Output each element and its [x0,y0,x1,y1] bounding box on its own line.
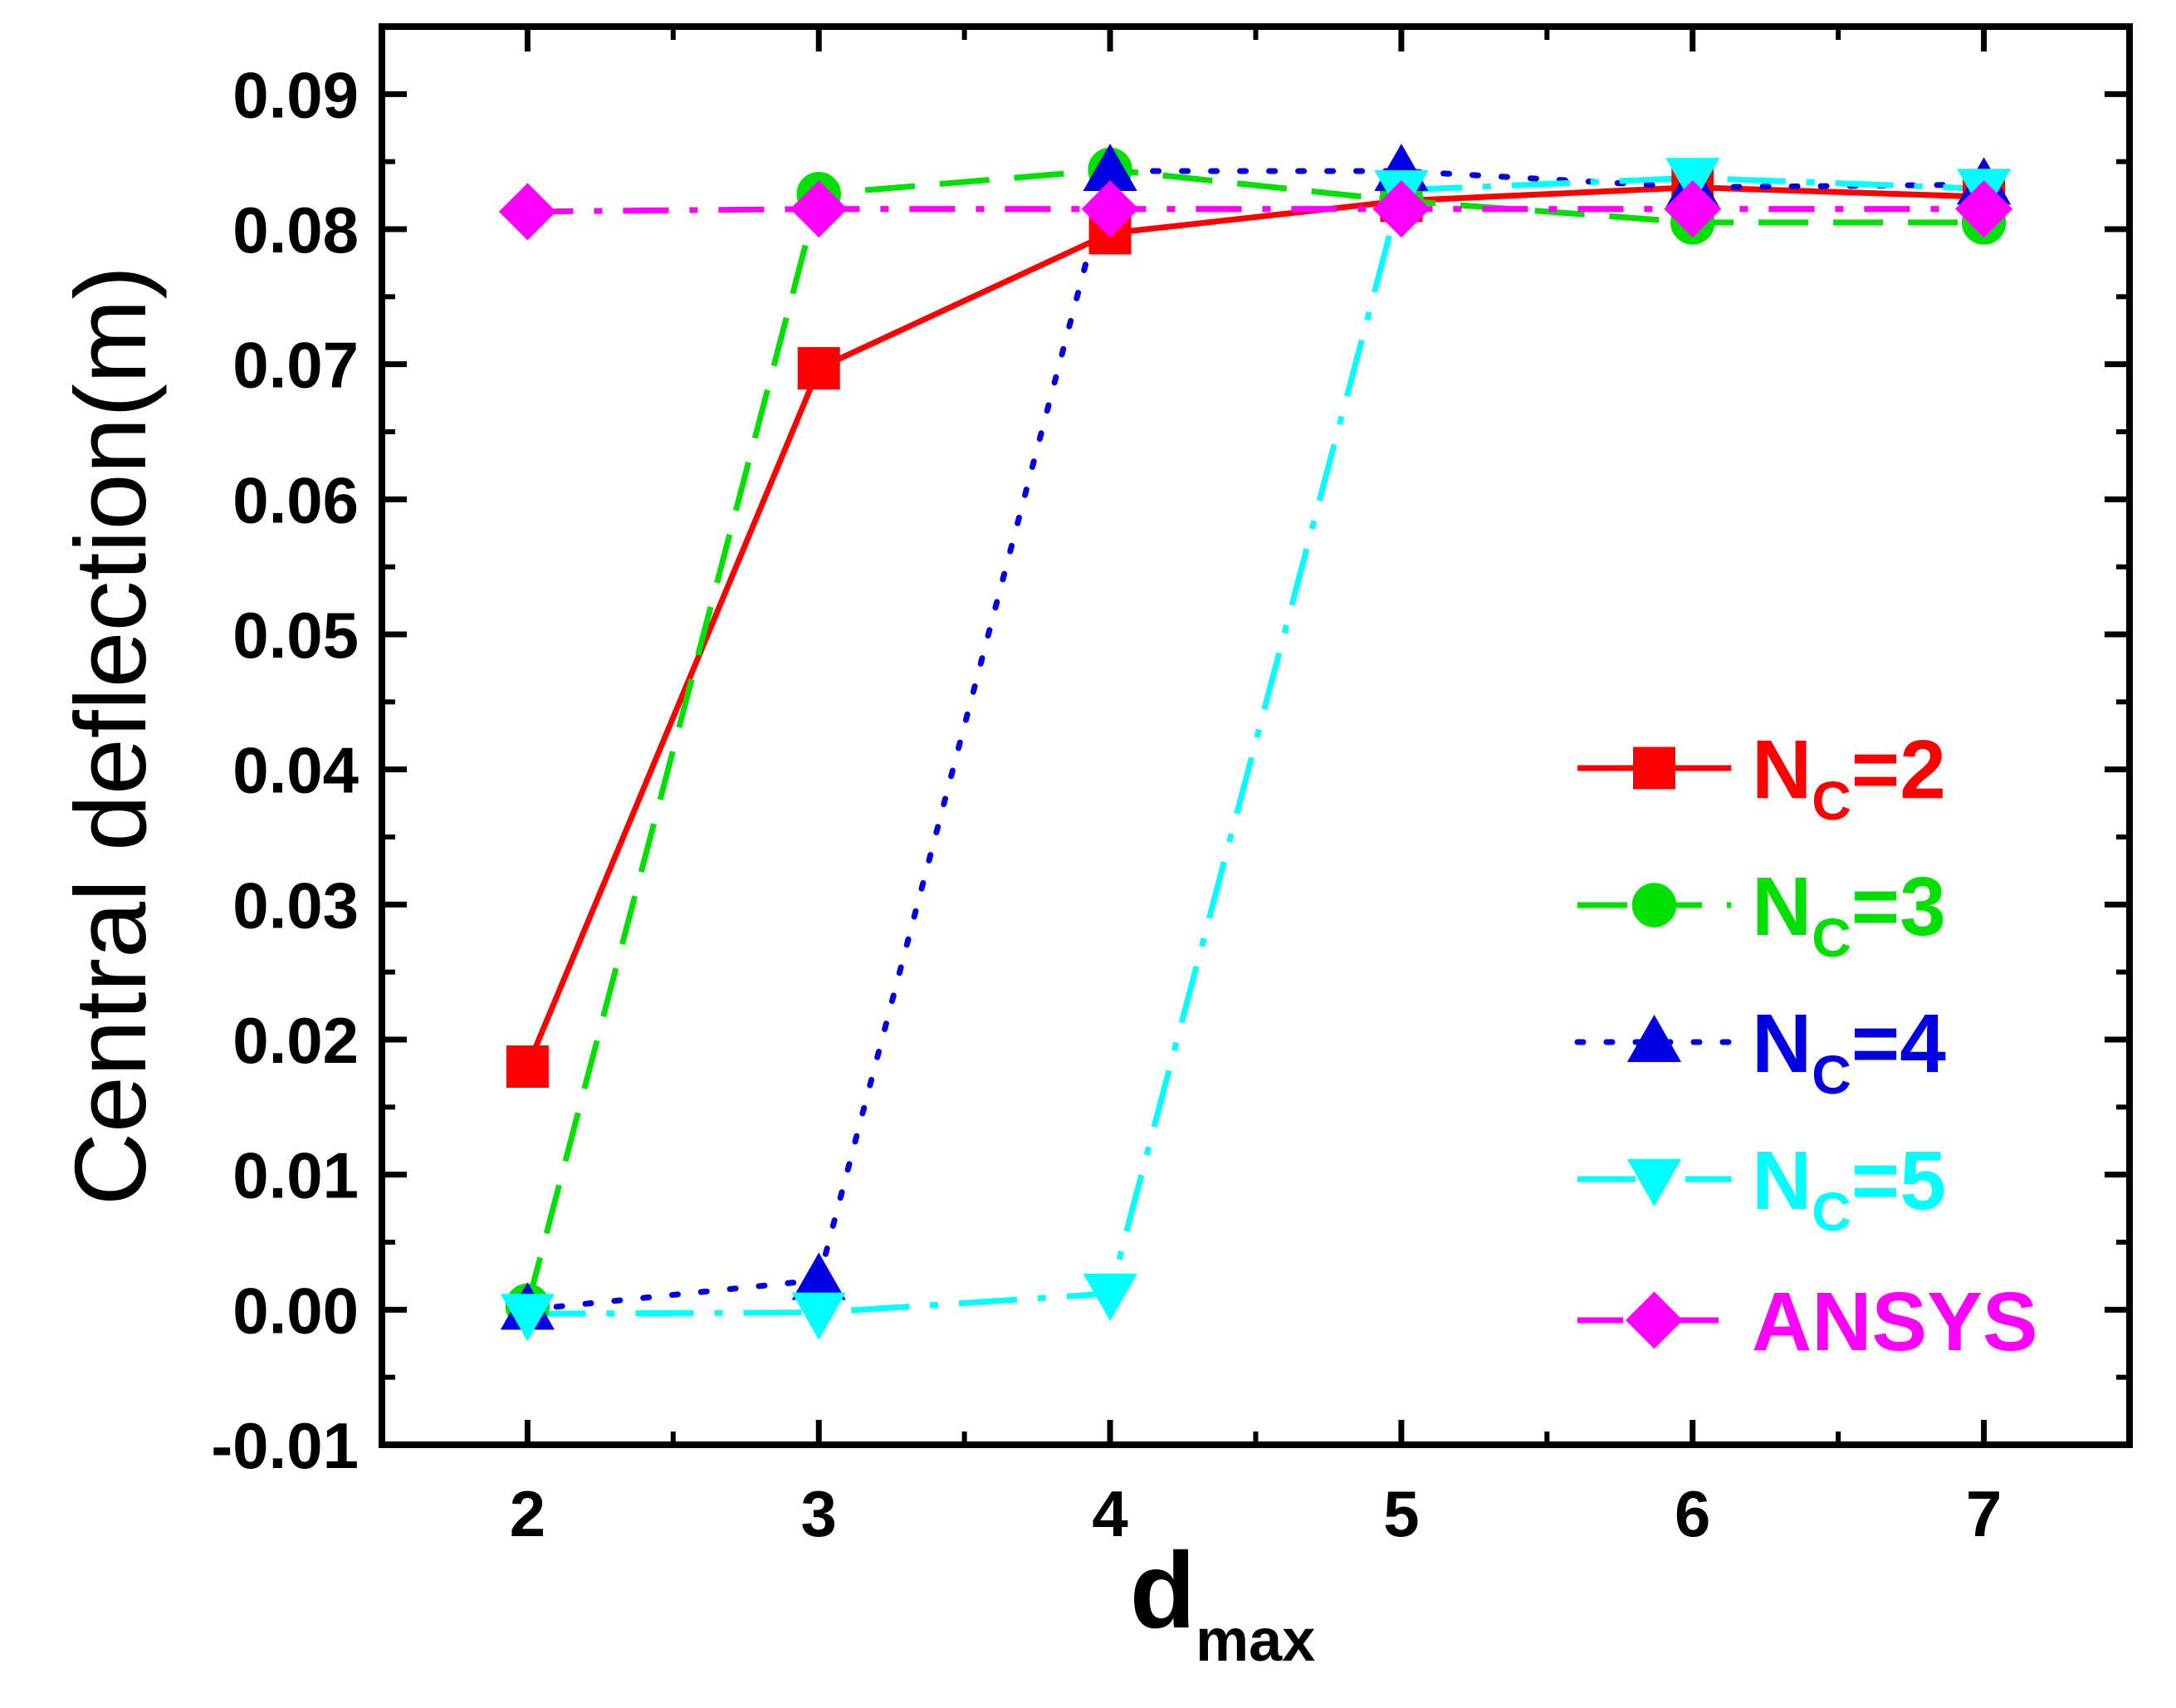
legend-label-suffix: =3 [1851,860,1946,953]
legend-label-main: N [1752,860,1812,953]
legend-label-main: N [1752,723,1812,816]
y-tick-label: 0.07 [232,329,359,402]
x-tick-label: 5 [1383,1477,1419,1550]
series-4-marker [1083,1273,1137,1321]
series-5-marker [1955,180,2013,238]
x-tick-label: 4 [1092,1477,1127,1550]
y-tick-label: -0.01 [211,1409,359,1482]
series-5-marker [790,180,848,238]
legend-marker-4 [1626,1159,1682,1207]
series-4-marker [500,1294,555,1342]
legend-label-suffix: =4 [1851,997,1946,1090]
series-5-marker [1372,180,1430,238]
legend-label-subscript: C [1812,770,1851,831]
legend-label-4: NC=5 [1752,1134,1946,1242]
x-axis-title-main: d [1130,1529,1196,1651]
y-tick-label: 0.04 [232,734,359,807]
legend-marker-3 [1626,1014,1682,1062]
y-tick-label: 0.05 [232,599,359,672]
y-tick-label: 0.02 [232,1004,359,1077]
legend-label-main: N [1752,1134,1812,1227]
y-axis-title: Central deflection(m) [54,266,167,1206]
legend-label-subscript: C [1812,1044,1851,1105]
series-1-marker [797,347,840,390]
series-3-marker [791,1252,846,1300]
x-axis: 2 3 4 5 6 7 [510,27,2002,1550]
x-tick-label: 2 [510,1477,545,1550]
series-lines-group [524,166,1988,1317]
y-tick-label: 0.06 [232,463,359,536]
legend-label-1: NC=2 [1752,723,1946,831]
x-tick-label: 3 [801,1477,837,1550]
legend-label-main: N [1752,997,1812,1090]
legend-marker-5 [1625,1291,1684,1349]
series-5-marker [1664,180,1722,238]
series-5-marker [1081,180,1139,238]
y-tick-label: 0.08 [232,193,359,267]
legend-label-suffix: =2 [1851,723,1946,816]
series-5-marker [498,183,556,241]
x-tick-label: 7 [1966,1477,2002,1550]
y-tick-label: 0.03 [232,869,359,942]
legend-label-subscript: C [1812,1181,1851,1242]
legend-label-2: NC=3 [1752,860,1946,968]
series-line-5 [527,206,1984,215]
legend-label-suffix: =5 [1851,1134,1946,1227]
legend-marker-1 [1633,746,1675,790]
x-axis-title: dmax [1130,1529,1316,1674]
x-axis-title-subscript: max [1196,1608,1315,1674]
y-tick-label: 0.09 [232,58,359,131]
y-tick-label: 0.00 [232,1274,359,1347]
y-tick-label: 0.01 [232,1139,359,1212]
series-line-4 [527,174,1984,1317]
series-1-marker [506,1045,549,1089]
series-line-3 [524,168,1988,1313]
legend-label-main: ANSYS [1752,1275,2038,1368]
series-line-2 [525,166,1984,1307]
legend-label-5: ANSYS [1752,1275,2038,1368]
legend-marker-2 [1631,883,1677,927]
legend-label-subscript: C [1812,907,1851,968]
legend-label-3: NC=4 [1752,997,1946,1105]
series-4-marker [791,1292,846,1340]
x-tick-label: 6 [1675,1477,1710,1550]
y-axis: -0.01 0.00 0.01 0.02 0.03 0.04 0.05 0.06 0.07 0.0… [211,58,2130,1482]
series-markers-group [498,144,2013,1342]
